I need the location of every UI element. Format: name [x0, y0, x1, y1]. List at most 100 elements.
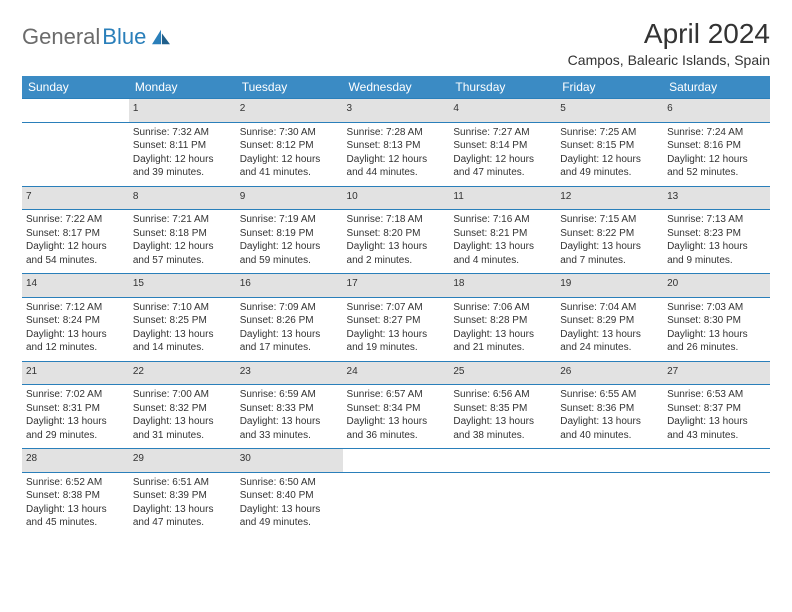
day-detail-cell: Sunrise: 6:52 AMSunset: 8:38 PMDaylight:…: [22, 472, 129, 536]
location: Campos, Balearic Islands, Spain: [568, 52, 770, 68]
day-detail-cell: Sunrise: 7:18 AMSunset: 8:20 PMDaylight:…: [343, 210, 450, 274]
day-header: Thursday: [449, 76, 556, 99]
day-number-cell: 12: [556, 186, 663, 210]
day-detail-cell: Sunrise: 7:19 AMSunset: 8:19 PMDaylight:…: [236, 210, 343, 274]
sunrise-line: Sunrise: 7:10 AM: [133, 301, 232, 315]
daylight-line: Daylight: 12 hours and 39 minutes.: [133, 153, 232, 180]
day-detail-cell: [663, 472, 770, 536]
sunset-line: Sunset: 8:30 PM: [667, 314, 766, 328]
day-number-cell: 28: [22, 449, 129, 473]
daylight-line: Daylight: 13 hours and 47 minutes.: [133, 503, 232, 530]
day-detail-cell: Sunrise: 7:10 AMSunset: 8:25 PMDaylight:…: [129, 297, 236, 361]
sunset-line: Sunset: 8:19 PM: [240, 227, 339, 241]
day-detail-cell: Sunrise: 7:28 AMSunset: 8:13 PMDaylight:…: [343, 122, 450, 186]
day-number-cell: 21: [22, 361, 129, 385]
daylight-line: Daylight: 13 hours and 26 minutes.: [667, 328, 766, 355]
sunset-line: Sunset: 8:26 PM: [240, 314, 339, 328]
day-number-cell: 7: [22, 186, 129, 210]
day-detail-cell: Sunrise: 6:57 AMSunset: 8:34 PMDaylight:…: [343, 385, 450, 449]
day-header: Tuesday: [236, 76, 343, 99]
day-detail-row: Sunrise: 7:22 AMSunset: 8:17 PMDaylight:…: [22, 210, 770, 274]
day-detail-row: Sunrise: 7:12 AMSunset: 8:24 PMDaylight:…: [22, 297, 770, 361]
daylight-line: Daylight: 12 hours and 44 minutes.: [347, 153, 446, 180]
daylight-line: Daylight: 13 hours and 31 minutes.: [133, 415, 232, 442]
day-header: Sunday: [22, 76, 129, 99]
sunset-line: Sunset: 8:22 PM: [560, 227, 659, 241]
sunrise-line: Sunrise: 7:12 AM: [26, 301, 125, 315]
daylight-line: Daylight: 13 hours and 2 minutes.: [347, 240, 446, 267]
sunset-line: Sunset: 8:36 PM: [560, 402, 659, 416]
sunset-line: Sunset: 8:34 PM: [347, 402, 446, 416]
sunrise-line: Sunrise: 7:16 AM: [453, 213, 552, 227]
day-detail-cell: Sunrise: 7:07 AMSunset: 8:27 PMDaylight:…: [343, 297, 450, 361]
sunrise-line: Sunrise: 7:15 AM: [560, 213, 659, 227]
sunset-line: Sunset: 8:29 PM: [560, 314, 659, 328]
day-number-cell: [449, 449, 556, 473]
daylight-line: Daylight: 13 hours and 36 minutes.: [347, 415, 446, 442]
day-header: Monday: [129, 76, 236, 99]
day-number-cell: 5: [556, 99, 663, 123]
sunrise-line: Sunrise: 7:18 AM: [347, 213, 446, 227]
day-number-row: 21222324252627: [22, 361, 770, 385]
daylight-line: Daylight: 13 hours and 38 minutes.: [453, 415, 552, 442]
day-detail-cell: Sunrise: 7:30 AMSunset: 8:12 PMDaylight:…: [236, 122, 343, 186]
day-detail-cell: Sunrise: 7:15 AMSunset: 8:22 PMDaylight:…: [556, 210, 663, 274]
logo: GeneralBlue: [22, 18, 172, 50]
day-detail-cell: Sunrise: 7:04 AMSunset: 8:29 PMDaylight:…: [556, 297, 663, 361]
day-number-cell: 20: [663, 274, 770, 298]
day-detail-cell: Sunrise: 7:06 AMSunset: 8:28 PMDaylight:…: [449, 297, 556, 361]
sunset-line: Sunset: 8:14 PM: [453, 139, 552, 153]
day-number-cell: 9: [236, 186, 343, 210]
day-number-cell: 27: [663, 361, 770, 385]
daylight-line: Daylight: 12 hours and 52 minutes.: [667, 153, 766, 180]
sunrise-line: Sunrise: 7:30 AM: [240, 126, 339, 140]
logo-text-gray: General: [22, 24, 100, 50]
sunrise-line: Sunrise: 6:51 AM: [133, 476, 232, 490]
header: GeneralBlue April 2024 Campos, Balearic …: [22, 18, 770, 68]
day-number-cell: 17: [343, 274, 450, 298]
day-number-cell: 19: [556, 274, 663, 298]
day-number-cell: 14: [22, 274, 129, 298]
day-number-cell: 3: [343, 99, 450, 123]
sunrise-line: Sunrise: 6:56 AM: [453, 388, 552, 402]
sunrise-line: Sunrise: 6:59 AM: [240, 388, 339, 402]
day-number-cell: 11: [449, 186, 556, 210]
sunset-line: Sunset: 8:15 PM: [560, 139, 659, 153]
day-number-cell: 24: [343, 361, 450, 385]
day-detail-cell: Sunrise: 7:27 AMSunset: 8:14 PMDaylight:…: [449, 122, 556, 186]
day-detail-cell: Sunrise: 7:25 AMSunset: 8:15 PMDaylight:…: [556, 122, 663, 186]
title-block: April 2024 Campos, Balearic Islands, Spa…: [568, 18, 770, 68]
day-detail-cell: [22, 122, 129, 186]
day-detail-cell: Sunrise: 6:53 AMSunset: 8:37 PMDaylight:…: [663, 385, 770, 449]
daylight-line: Daylight: 13 hours and 17 minutes.: [240, 328, 339, 355]
sunrise-line: Sunrise: 6:53 AM: [667, 388, 766, 402]
daylight-line: Daylight: 12 hours and 47 minutes.: [453, 153, 552, 180]
sunset-line: Sunset: 8:21 PM: [453, 227, 552, 241]
daylight-line: Daylight: 13 hours and 43 minutes.: [667, 415, 766, 442]
sunrise-line: Sunrise: 7:13 AM: [667, 213, 766, 227]
sunrise-line: Sunrise: 6:52 AM: [26, 476, 125, 490]
daylight-line: Daylight: 13 hours and 24 minutes.: [560, 328, 659, 355]
day-detail-cell: [343, 472, 450, 536]
logo-sail-icon: [150, 28, 172, 46]
day-number-cell: 25: [449, 361, 556, 385]
sunrise-line: Sunrise: 7:00 AM: [133, 388, 232, 402]
day-detail-cell: Sunrise: 7:12 AMSunset: 8:24 PMDaylight:…: [22, 297, 129, 361]
day-detail-cell: Sunrise: 6:51 AMSunset: 8:39 PMDaylight:…: [129, 472, 236, 536]
day-detail-cell: Sunrise: 7:24 AMSunset: 8:16 PMDaylight:…: [663, 122, 770, 186]
daylight-line: Daylight: 13 hours and 45 minutes.: [26, 503, 125, 530]
sunset-line: Sunset: 8:40 PM: [240, 489, 339, 503]
daylight-line: Daylight: 13 hours and 19 minutes.: [347, 328, 446, 355]
day-number-cell: 26: [556, 361, 663, 385]
day-number-row: 123456: [22, 99, 770, 123]
sunset-line: Sunset: 8:32 PM: [133, 402, 232, 416]
daylight-line: Daylight: 13 hours and 33 minutes.: [240, 415, 339, 442]
sunset-line: Sunset: 8:20 PM: [347, 227, 446, 241]
day-detail-cell: [449, 472, 556, 536]
day-number-row: 14151617181920: [22, 274, 770, 298]
sunset-line: Sunset: 8:28 PM: [453, 314, 552, 328]
sunrise-line: Sunrise: 6:55 AM: [560, 388, 659, 402]
day-detail-cell: Sunrise: 6:55 AMSunset: 8:36 PMDaylight:…: [556, 385, 663, 449]
day-number-cell: 10: [343, 186, 450, 210]
day-detail-cell: Sunrise: 7:32 AMSunset: 8:11 PMDaylight:…: [129, 122, 236, 186]
